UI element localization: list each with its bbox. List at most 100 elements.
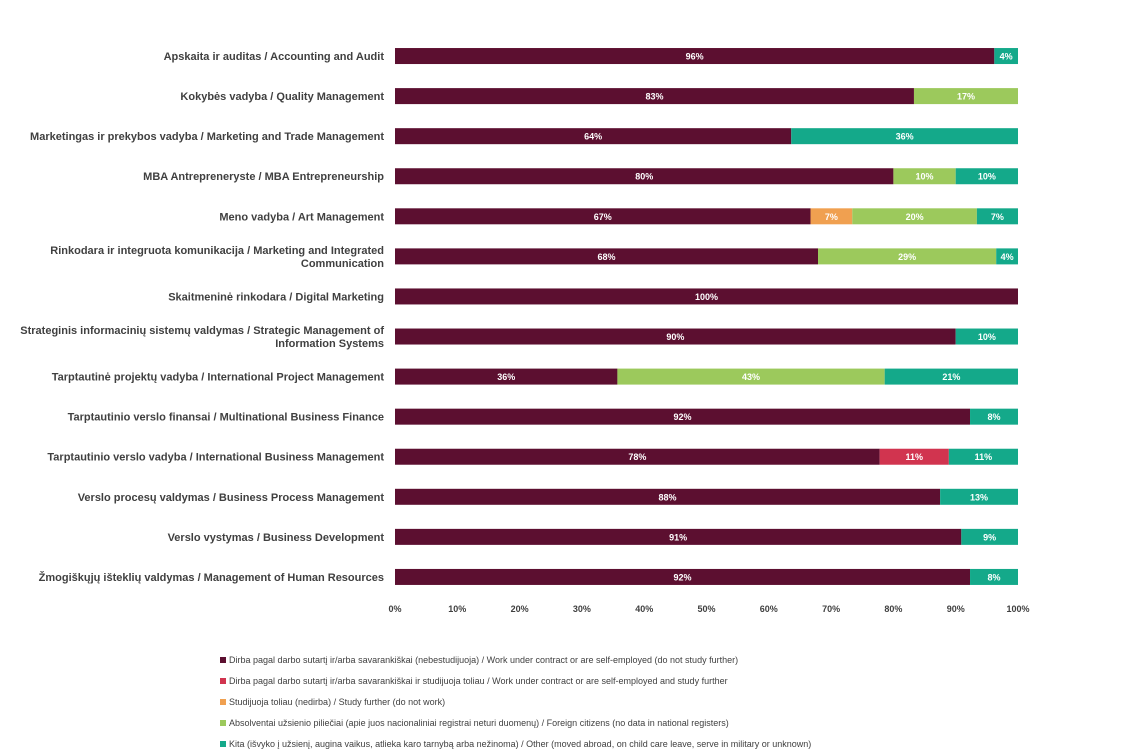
data-label: 96% [686, 52, 704, 62]
x-tick-label: 60% [760, 604, 778, 614]
bar-segment [913, 88, 1018, 105]
legend-swatch [220, 698, 226, 705]
data-label: 100% [695, 292, 718, 302]
data-label: 10% [978, 332, 996, 342]
bars: 96% 4% 83% 17% 64% 36% 80% 10% 10% 67% 7% 20% 7% 68% 2… [395, 48, 1018, 585]
bar-segment [893, 168, 956, 185]
bar-segment [955, 168, 1018, 185]
bar-segment [818, 248, 997, 265]
legend-label: Absolventai užsienio piliečiai (apie juo… [229, 717, 729, 728]
category-label: Strateginis informacinių sistemų valdyma… [20, 325, 384, 350]
bar-segment [395, 408, 971, 425]
x-tick-label: 70% [822, 604, 840, 614]
x-tick-label: 10% [448, 604, 466, 614]
category-labels: Apskaita ir auditas / Accounting and Aud… [20, 51, 384, 584]
data-label: 4% [1000, 52, 1013, 62]
category-label: Tarptautinio verslo finansai / Multinati… [68, 412, 384, 424]
category-label: Apskaita ir auditas / Accounting and Aud… [164, 51, 385, 63]
bar-segment [996, 248, 1018, 265]
data-label: 29% [898, 252, 916, 262]
data-label: 83% [645, 92, 663, 102]
data-label: 8% [988, 412, 1001, 422]
data-label: 80% [635, 172, 653, 182]
data-label: 10% [978, 172, 996, 182]
bar-segment [940, 488, 1018, 505]
bar-segment [395, 368, 618, 385]
bar-segment [395, 328, 956, 345]
bar-segment [879, 448, 949, 465]
data-label: 8% [988, 572, 1001, 582]
category-label: Tarptautinė projektų vadyba / Internatio… [52, 372, 385, 384]
data-label: 78% [628, 452, 646, 462]
category-label: Žmogiškųjų išteklių valdymas / Managemen… [39, 571, 384, 584]
bar-segment [884, 368, 1018, 385]
category-label: Skaitmeninė rinkodara / Digital Marketin… [168, 291, 384, 303]
data-label: 67% [594, 212, 612, 222]
bar-segment [395, 248, 819, 265]
bar-segment [395, 208, 811, 225]
bar-segment [791, 128, 1018, 145]
legend-label: Studijuoja toliau (nedirba) / Study furt… [229, 696, 446, 707]
data-label: 92% [674, 572, 692, 582]
data-label: 9% [983, 532, 996, 542]
bar-segment [970, 408, 1018, 425]
data-label: 88% [659, 492, 677, 502]
data-label: 11% [906, 452, 924, 462]
legend-label: Dirba pagal darbo sutartį ir/arba savara… [229, 676, 728, 687]
legend-item: Dirba pagal darbo sutartį ir/arba savara… [220, 671, 1120, 692]
legend-swatch [220, 657, 226, 664]
bar-segment [810, 208, 853, 225]
legend-swatch [220, 719, 226, 726]
legend: Dirba pagal darbo sutartį ir/arba savara… [220, 650, 1120, 754]
data-label: 7% [825, 212, 838, 222]
data-label: 21% [942, 372, 960, 382]
data-label: 4% [1001, 252, 1014, 262]
bar-segment [395, 528, 962, 545]
category-label: Meno vadyba / Art Management [219, 211, 384, 223]
x-tick-label: 40% [635, 604, 653, 614]
bar-segment [617, 368, 885, 385]
bar-segment [852, 208, 977, 225]
bar-segment [970, 568, 1018, 585]
data-label: 92% [674, 412, 692, 422]
bar-segment [395, 288, 1018, 305]
bar-segment [955, 328, 1018, 345]
data-label: 68% [598, 252, 616, 262]
x-axis: 0% 10% 20% 30% 40% 50% 60% 70% 80% 90% 100% [388, 604, 1029, 614]
bar-segment [395, 88, 914, 105]
x-tick-label: 20% [511, 604, 529, 614]
legend-item: Kita (išvyko į užsienį, augina vaikus, a… [220, 733, 1120, 754]
bar-segment [395, 448, 880, 465]
bar-segment [395, 48, 995, 65]
data-label: 17% [957, 92, 975, 102]
category-label: Tarptautinio verslo vadyba / Internation… [47, 452, 384, 464]
legend-item: Studijuoja toliau (nedirba) / Study furt… [220, 692, 1120, 713]
legend-item: Dirba pagal darbo sutartį ir/arba savara… [220, 650, 1120, 671]
category-label: MBA Antrepreneryste / MBA Entrepreneursh… [143, 171, 384, 183]
data-label: 43% [742, 372, 760, 382]
x-tick-label: 30% [573, 604, 591, 614]
category-label: Verslo vystymas / Business Development [168, 532, 385, 544]
bar-segment [395, 568, 971, 585]
x-tick-label: 90% [947, 604, 965, 614]
bar-segment [395, 128, 792, 145]
bar-segment [976, 208, 1018, 225]
data-label: 11% [975, 452, 993, 462]
data-label: 90% [666, 332, 684, 342]
legend-label: Dirba pagal darbo sutartį ir/arba savara… [229, 655, 739, 666]
legend-swatch [220, 678, 226, 685]
data-label: 36% [497, 372, 515, 382]
bar-segment [395, 168, 894, 185]
x-tick-label: 0% [388, 604, 401, 614]
x-tick-label: 100% [1006, 604, 1029, 614]
category-label: Marketingas ir prekybos vadyba / Marketi… [30, 131, 384, 143]
x-tick-label: 50% [697, 604, 715, 614]
data-label: 36% [896, 132, 914, 142]
data-label: 7% [991, 212, 1004, 222]
legend-label: Kita (išvyko į užsienį, augina vaikus, a… [229, 738, 812, 749]
category-label: Kokybės vadyba / Quality Management [180, 91, 384, 103]
data-label: 91% [669, 532, 687, 542]
legend-item: Absolventai užsienio piliečiai (apie juo… [220, 712, 1120, 733]
bar-segment [395, 488, 941, 505]
stacked-bar-chart: Apskaita ir auditas / Accounting and Aud… [20, 48, 1030, 614]
